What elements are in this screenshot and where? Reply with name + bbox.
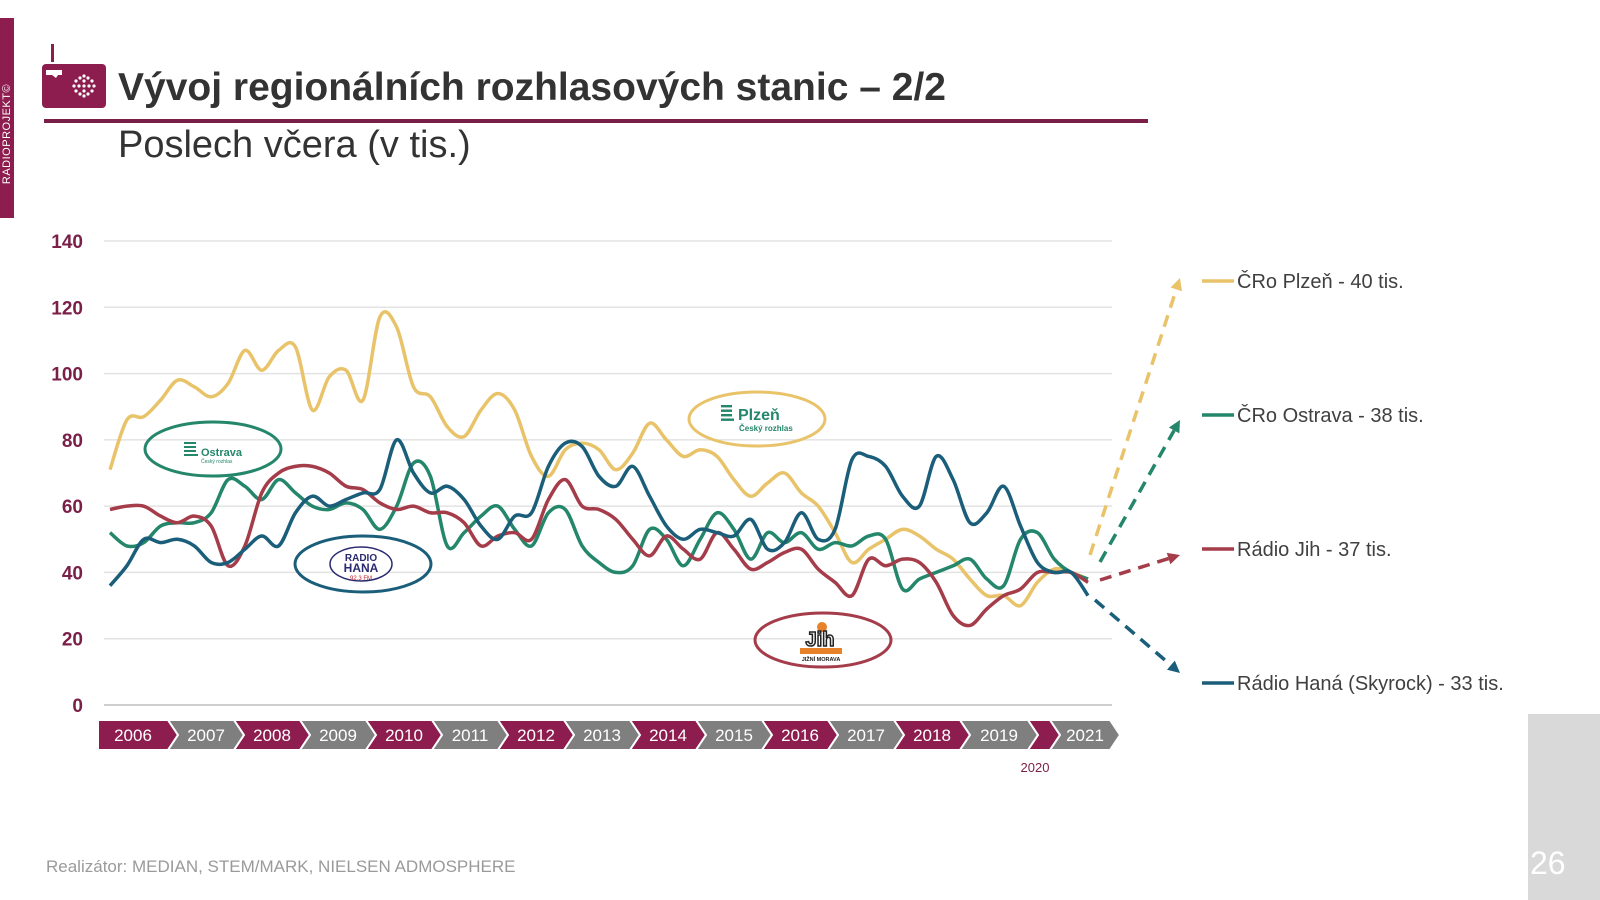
page-number-box bbox=[1528, 714, 1600, 900]
arrow-head-icon bbox=[1166, 552, 1180, 565]
svg-text:Plzeň: Plzeň bbox=[738, 407, 780, 424]
legend-label: Rádio Jih - 37 tis. bbox=[1237, 539, 1392, 561]
y-tick-label: 140 bbox=[51, 232, 83, 253]
year-label: 2021 bbox=[1066, 726, 1104, 745]
series-line-0 bbox=[108, 310, 1089, 608]
page-title: Vývoj regionálních rozhlasových stanic –… bbox=[118, 66, 946, 109]
svg-text:Jih: Jih bbox=[806, 629, 835, 651]
y-axis-labels: 0 20 40 60 80 100 120 140 bbox=[51, 232, 83, 717]
y-tick-label: 0 bbox=[72, 696, 83, 717]
ostrava-logo: Ostrava Český rozhlas bbox=[143, 420, 283, 478]
page-number: 26 bbox=[1530, 845, 1566, 881]
title-divider bbox=[44, 119, 1148, 123]
year-label: 2011 bbox=[452, 726, 489, 745]
svg-text:RADIO: RADIO bbox=[345, 553, 377, 564]
page-subtitle: Poslech včera (v tis.) bbox=[118, 124, 471, 166]
year-label: 2015 bbox=[715, 726, 753, 745]
trend-arrow-line bbox=[1093, 598, 1173, 667]
plzen-logo: Plzeň Český rozhlas bbox=[687, 390, 827, 448]
radio-icon bbox=[42, 44, 106, 108]
trend-arrow-line bbox=[1098, 429, 1176, 563]
y-tick-label: 60 bbox=[62, 497, 83, 518]
legend-label: ČRo Ostrava - 38 tis. bbox=[1237, 404, 1424, 427]
trend-arrow-line bbox=[1088, 288, 1178, 556]
y-tick-label: 100 bbox=[51, 365, 83, 386]
station-logos: Ostrava Český rozhlas RADIO HANA 92,3 FM… bbox=[143, 390, 893, 669]
arrow-head-icon bbox=[1166, 660, 1180, 673]
svg-text:HANA: HANA bbox=[344, 561, 379, 575]
year-label: 2013 bbox=[583, 726, 621, 745]
svg-text:JIŽNÍ MORAVA: JIŽNÍ MORAVA bbox=[802, 655, 841, 663]
year-label: 2007 bbox=[187, 726, 225, 745]
legend-label: Rádio Haná (Skyrock) - 33 tis. bbox=[1237, 673, 1504, 695]
year-label: 2016 bbox=[781, 726, 819, 745]
trend-arrows bbox=[1088, 278, 1182, 673]
year-label: 2008 bbox=[253, 726, 291, 745]
svg-text:92,3 FM: 92,3 FM bbox=[350, 576, 372, 582]
series-line-3 bbox=[108, 438, 1090, 597]
chart-legend: ČRo Plzeň - 40 tis. ČRo Ostrava - 38 tis.… bbox=[1202, 270, 1504, 695]
series-line-1 bbox=[108, 459, 1089, 593]
year-label: 2010 bbox=[385, 726, 423, 745]
year-label: 2014 bbox=[649, 726, 687, 745]
source-footer: Realizátor: MEDIAN, STEM/MARK, NIELSEN A… bbox=[46, 857, 516, 876]
brand-side-strip: RADIOPROJEKT© bbox=[0, 18, 14, 218]
year-label: 2012 bbox=[517, 726, 555, 745]
svg-text:Ostrava: Ostrava bbox=[201, 447, 243, 459]
year-label: 2019 bbox=[980, 726, 1018, 745]
year-label: 2018 bbox=[913, 726, 951, 745]
y-tick-label: 20 bbox=[62, 630, 83, 651]
jih-logo: Jih JIŽNÍ MORAVA bbox=[753, 611, 893, 669]
chart-gridlines bbox=[104, 240, 1112, 706]
arrow-head-icon bbox=[1168, 420, 1180, 434]
x-axis-2020-label: 2020 bbox=[1021, 760, 1050, 775]
y-tick-label: 40 bbox=[62, 563, 83, 584]
svg-text:Český rozhlas: Český rozhlas bbox=[739, 424, 793, 433]
year-label: 2006 bbox=[114, 726, 152, 745]
chart-series-lines bbox=[108, 310, 1090, 628]
legend-label: ČRo Plzeň - 40 tis. bbox=[1237, 270, 1404, 293]
arrow-head-icon bbox=[1170, 278, 1182, 292]
trend-arrow-line bbox=[1099, 556, 1170, 582]
svg-text:Český rozhlas: Český rozhlas bbox=[201, 458, 233, 465]
year-label: 2017 bbox=[847, 726, 885, 745]
year-chevron bbox=[1048, 719, 1122, 751]
y-tick-label: 120 bbox=[51, 298, 83, 319]
x-axis-year-chevrons: 2006 2007 2008 2009 2010 2011 2012 2013 2014 2015… bbox=[97, 719, 1122, 751]
year-label: 2009 bbox=[319, 726, 357, 745]
hana-logo: RADIO HANA 92,3 FM bbox=[293, 534, 433, 594]
series-line-2 bbox=[109, 463, 1089, 628]
y-tick-label: 80 bbox=[62, 431, 83, 452]
